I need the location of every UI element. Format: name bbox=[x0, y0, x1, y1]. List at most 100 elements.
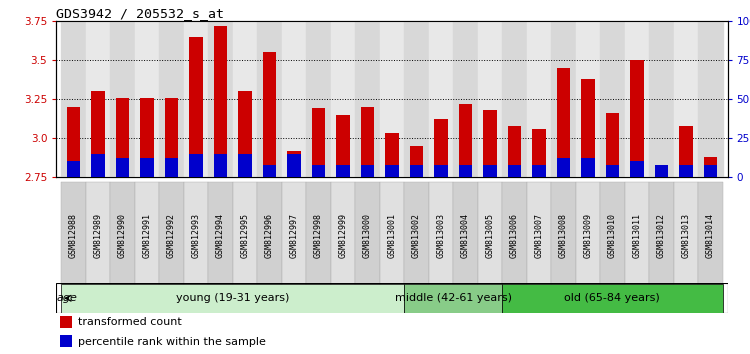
Bar bbox=[704, 165, 717, 177]
Bar bbox=[331, 21, 356, 177]
Bar bbox=[232, 182, 257, 285]
Bar bbox=[59, 316, 72, 328]
Text: GSM813005: GSM813005 bbox=[485, 213, 494, 258]
Text: middle (42-61 years): middle (42-61 years) bbox=[394, 293, 512, 303]
Bar bbox=[159, 21, 184, 177]
Text: GSM813013: GSM813013 bbox=[681, 213, 690, 258]
Bar bbox=[361, 107, 374, 177]
Bar bbox=[551, 182, 575, 285]
Bar bbox=[679, 126, 692, 177]
Bar bbox=[116, 98, 129, 177]
Bar bbox=[331, 182, 356, 285]
Bar bbox=[502, 284, 722, 313]
Bar bbox=[679, 165, 692, 177]
Bar bbox=[404, 182, 428, 285]
Bar bbox=[262, 165, 276, 177]
Bar bbox=[135, 182, 159, 285]
Bar bbox=[674, 182, 698, 285]
Bar bbox=[600, 182, 625, 285]
Bar bbox=[380, 182, 404, 285]
Bar bbox=[698, 182, 722, 285]
Bar bbox=[380, 21, 404, 177]
Bar bbox=[434, 165, 448, 177]
Bar bbox=[410, 165, 423, 177]
Text: GSM812995: GSM812995 bbox=[241, 213, 250, 258]
Text: GSM813002: GSM813002 bbox=[412, 213, 421, 258]
Text: GSM812988: GSM812988 bbox=[69, 213, 78, 258]
Text: GSM813006: GSM813006 bbox=[510, 213, 519, 258]
Bar bbox=[165, 158, 178, 177]
Bar bbox=[361, 165, 374, 177]
Bar bbox=[140, 98, 154, 177]
Bar bbox=[165, 98, 178, 177]
Bar bbox=[655, 169, 668, 177]
Bar bbox=[404, 284, 502, 313]
Bar bbox=[483, 110, 496, 177]
Text: age: age bbox=[57, 293, 77, 303]
Bar bbox=[140, 158, 154, 177]
Bar bbox=[92, 154, 105, 177]
Bar bbox=[502, 21, 526, 177]
Bar bbox=[655, 165, 668, 177]
Text: GDS3942 / 205532_s_at: GDS3942 / 205532_s_at bbox=[56, 7, 224, 20]
Text: GSM812997: GSM812997 bbox=[290, 213, 298, 258]
Text: GSM813010: GSM813010 bbox=[608, 213, 616, 258]
Text: GSM812990: GSM812990 bbox=[118, 213, 127, 258]
Text: GSM813001: GSM813001 bbox=[388, 213, 397, 258]
Bar bbox=[649, 21, 674, 177]
Bar bbox=[67, 107, 80, 177]
Text: GSM812993: GSM812993 bbox=[191, 213, 200, 258]
Bar bbox=[434, 119, 448, 177]
Text: GSM813009: GSM813009 bbox=[584, 213, 592, 258]
Bar bbox=[238, 91, 251, 177]
Bar bbox=[62, 182, 86, 285]
Bar bbox=[356, 182, 380, 285]
Bar bbox=[238, 154, 251, 177]
Bar bbox=[581, 79, 595, 177]
Bar bbox=[287, 150, 301, 177]
Text: percentile rank within the sample: percentile rank within the sample bbox=[78, 337, 266, 347]
Bar bbox=[532, 129, 545, 177]
Bar bbox=[605, 113, 619, 177]
Bar bbox=[483, 165, 496, 177]
Bar bbox=[386, 165, 398, 177]
Bar bbox=[262, 52, 276, 177]
Bar bbox=[459, 165, 472, 177]
Bar bbox=[257, 21, 282, 177]
Bar bbox=[581, 158, 595, 177]
Text: GSM813011: GSM813011 bbox=[632, 213, 641, 258]
Bar bbox=[459, 104, 472, 177]
Bar bbox=[86, 182, 110, 285]
Bar bbox=[410, 146, 423, 177]
Bar bbox=[508, 165, 521, 177]
Bar bbox=[135, 21, 159, 177]
Bar bbox=[184, 182, 209, 285]
Bar bbox=[630, 60, 644, 177]
Bar bbox=[62, 284, 404, 313]
Bar bbox=[209, 21, 232, 177]
Bar bbox=[386, 133, 398, 177]
Text: young (19-31 years): young (19-31 years) bbox=[176, 293, 290, 303]
Bar bbox=[502, 182, 526, 285]
Bar bbox=[110, 21, 135, 177]
Bar bbox=[575, 21, 600, 177]
Bar bbox=[556, 68, 570, 177]
Bar bbox=[674, 21, 698, 177]
Bar bbox=[214, 26, 227, 177]
Bar bbox=[189, 154, 202, 177]
Bar bbox=[336, 165, 350, 177]
Bar bbox=[232, 21, 257, 177]
Bar bbox=[532, 165, 545, 177]
Bar bbox=[312, 108, 325, 177]
Text: GSM812991: GSM812991 bbox=[142, 213, 152, 258]
Text: GSM813008: GSM813008 bbox=[559, 213, 568, 258]
Bar bbox=[110, 182, 135, 285]
Bar bbox=[336, 115, 350, 177]
Bar bbox=[116, 158, 129, 177]
Bar bbox=[453, 182, 478, 285]
Bar bbox=[159, 182, 184, 285]
Text: GSM813012: GSM813012 bbox=[657, 213, 666, 258]
Bar bbox=[92, 91, 105, 177]
Bar bbox=[214, 154, 227, 177]
Bar bbox=[257, 182, 282, 285]
